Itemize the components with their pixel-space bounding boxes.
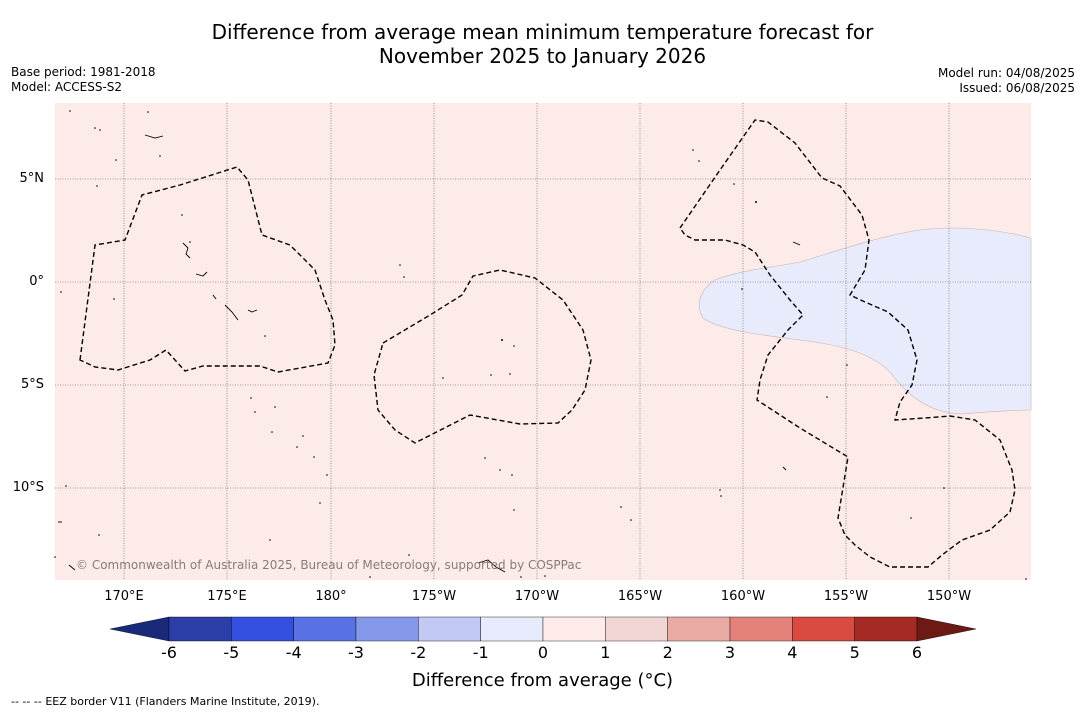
eez-line-islands — [679, 119, 1016, 568]
colorbar-bin — [729, 616, 793, 642]
eez-phoenix-islands — [373, 269, 592, 444]
colorbar-tick: 2 — [662, 643, 673, 662]
colorbar-bin — [480, 616, 544, 642]
colorbar-extend-high — [916, 616, 977, 642]
colorbar-tick: 6 — [911, 643, 923, 662]
model-name: Model: ACCESS-S2 — [11, 80, 123, 94]
eez-legend-symbol: -- -- -- — [11, 695, 42, 708]
island-1 — [144, 134, 164, 139]
meta-right: Model run: 04/08/2025 Issued: 06/08/2025 — [938, 66, 1075, 96]
colorbar-label: Difference from average (°C) — [411, 670, 674, 691]
lon-label-155w: 155°W — [823, 589, 869, 604]
colorbar-bin — [168, 616, 232, 642]
lon-label-165w: 165°W — [617, 589, 663, 604]
copyright-notice: © Commonwealth of Australia 2025, Bureau… — [76, 558, 582, 572]
colorbar-tick: -4 — [285, 643, 302, 662]
lon-label-150w: 150°W — [926, 589, 972, 604]
colorbar-tick: 3 — [724, 643, 736, 662]
lon-label-160w: 160°W — [720, 589, 766, 604]
island-8 — [792, 241, 801, 246]
colorbar-bin — [231, 616, 294, 642]
colorbar — [109, 616, 977, 642]
colorbar-bin — [293, 616, 357, 642]
island-11 — [68, 564, 76, 571]
base-period: Base period: 1981-2018 — [11, 65, 156, 79]
lat-label-0: 0° — [29, 274, 44, 289]
colorbar-bin — [667, 616, 731, 642]
colorbar-tick: -1 — [472, 643, 489, 662]
lat-label-5s: 5°S — [20, 377, 44, 392]
island-9 — [782, 466, 787, 471]
colorbar-tick: 4 — [787, 643, 798, 662]
eez-kiribati-gilbert-tuvalu — [79, 166, 336, 373]
colorbar-bin — [542, 616, 606, 642]
colorbar-bin — [792, 616, 855, 642]
colorbar-extend-low — [109, 616, 170, 642]
colorbar-tick: -5 — [223, 643, 240, 662]
colorbar-bin — [355, 616, 419, 642]
lon-label-170e: 170°E — [104, 589, 144, 604]
island-7 — [477, 559, 506, 573]
chart-title: Difference from average mean minimum tem… — [0, 20, 1085, 68]
meta-left: Base period: 1981-2018 Model: ACCESS-S2 — [11, 65, 156, 95]
island-3 — [195, 271, 208, 277]
colorbar-bin — [605, 616, 668, 642]
cool-anomaly-region — [699, 227, 1032, 415]
title-line-2: November 2025 to January 2026 — [378, 44, 707, 68]
issued-date: Issued: 06/08/2025 — [959, 81, 1075, 95]
title-line-1: Difference from average mean minimum tem… — [211, 20, 874, 44]
lat-label-5n: 5°N — [19, 171, 45, 186]
eez-borders — [79, 119, 1016, 568]
eez-legend-text: EEZ border V11 (Flanders Marine Institut… — [45, 695, 320, 708]
colorbar-bin — [854, 616, 918, 642]
footer-legend: -- -- -- EEZ border V11 (Flanders Marine… — [11, 695, 319, 708]
island-5 — [224, 304, 239, 321]
graticule — [55, 103, 1031, 580]
colorbar-bin — [418, 616, 481, 642]
lon-label-175w: 175°W — [411, 589, 457, 604]
colorbar-tick: -6 — [161, 643, 177, 662]
colorbar-tick: 5 — [849, 643, 860, 662]
lon-label-170w: 170°W — [514, 589, 560, 604]
colorbar-tick: 0 — [537, 643, 549, 662]
lon-label-175e: 175°E — [207, 589, 247, 604]
islands — [58, 134, 801, 573]
island-6 — [247, 309, 258, 313]
colorbar-tick: -2 — [410, 643, 427, 662]
lat-label-10s: 10°S — [12, 480, 44, 495]
colorbar-tick: -3 — [348, 643, 364, 662]
colorbar-tick: 1 — [600, 643, 611, 662]
island-dots — [54, 110, 1027, 580]
island-4 — [212, 294, 217, 300]
island-2 — [182, 242, 191, 259]
model-run: Model run: 04/08/2025 — [937, 66, 1075, 80]
lon-label-180: 180° — [315, 589, 347, 604]
